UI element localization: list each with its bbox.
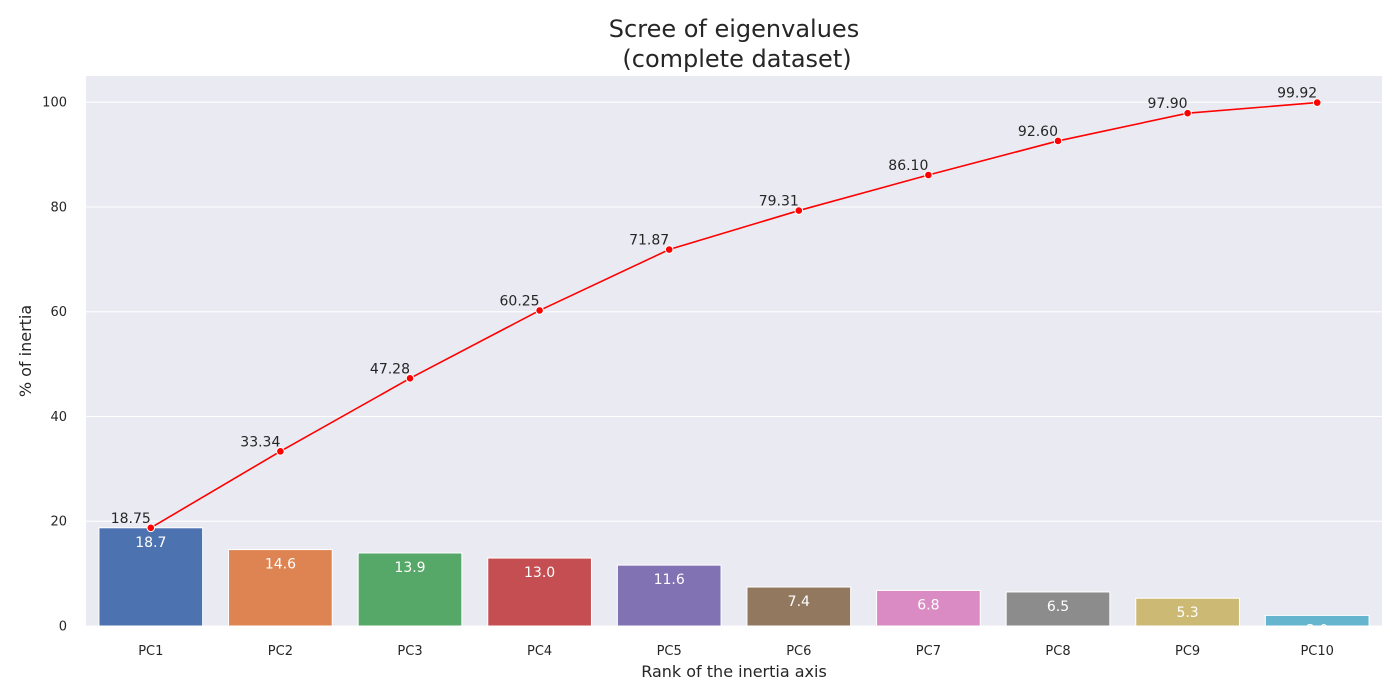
bar-pc1	[98, 527, 204, 626]
bar-label-pc5: 11.6	[654, 572, 685, 588]
cumulative-label-pc3: 47.28	[370, 361, 410, 377]
cumulative-label-pc10: 99.92	[1277, 86, 1317, 102]
x-tick-label-pc4: PC4	[527, 644, 552, 659]
cumulative-label-pc7: 86.10	[888, 158, 928, 174]
bar-label-pc3: 13.9	[394, 560, 425, 576]
cumulative-point-pc3	[405, 374, 415, 383]
bar-label-pc6: 7.4	[788, 594, 810, 610]
y-tick-label: 0	[59, 620, 67, 635]
cumulative-point-pc9	[1183, 108, 1192, 118]
cumulative-label-pc6: 79.31	[759, 194, 799, 210]
bar-pc6	[746, 586, 852, 626]
cumulative-inertia-line	[150, 101, 1318, 529]
x-tick-label-pc8: PC8	[1045, 644, 1070, 659]
cumulative-point-pc5	[664, 245, 674, 254]
cumulative-value-labels: 18.75 33.34 47.28 60.25 71.87 79.31 86.10 92.60…	[111, 86, 1317, 527]
y-tick-label: 40	[50, 410, 67, 425]
y-tick-label: 80	[50, 200, 67, 215]
y-tick-label: 60	[50, 305, 67, 320]
cumulative-point-pc2	[276, 447, 285, 456]
x-tick-label-pc1: PC1	[138, 644, 163, 659]
x-tick-label-pc9: PC9	[1175, 644, 1200, 659]
chart-title-line-1: Scree of eigenvalues	[609, 15, 859, 43]
cumulative-point-pc8	[1053, 136, 1063, 146]
y-tick-label: 100	[42, 96, 67, 111]
x-tick-label-pc10: PC10	[1300, 644, 1333, 659]
cumulative-point-pc6	[794, 206, 804, 215]
bar-label-pc1: 18.7	[135, 535, 166, 551]
inertia-bars	[98, 527, 1370, 626]
cumulative-point-pc4	[535, 306, 544, 315]
bar-pc2	[228, 549, 333, 626]
chart-title-line-2: (complete dataset)	[622, 45, 851, 73]
bar-pc3	[357, 552, 463, 626]
y-axis-label: % of inertia	[16, 305, 35, 397]
cumulative-label-pc9: 97.90	[1148, 96, 1188, 112]
cumulative-point-pc10	[1312, 98, 1322, 107]
cumulative-label-pc1: 18.75	[111, 511, 151, 527]
x-tick-label-pc2: PC2	[268, 644, 293, 659]
cumulative-line	[146, 98, 1322, 533]
cumulative-label-pc4: 60.25	[500, 293, 540, 309]
cumulative-label-pc5: 71.87	[629, 233, 669, 249]
bar-value-labels: 18.7 14.6 13.9 13.0 11.6 7.4 6.8 6.5 5.3 2.0	[135, 535, 1328, 638]
x-tick-label-pc6: PC6	[786, 644, 811, 659]
bar-label-pc10: 2.0	[1306, 622, 1328, 638]
cumulative-label-pc8: 92.60	[1018, 124, 1058, 140]
cumulative-label-pc2: 33.34	[240, 434, 280, 450]
x-tick-label-pc5: PC5	[657, 644, 682, 659]
bar-pc7	[876, 589, 981, 626]
bar-pc9	[1135, 597, 1240, 626]
bar-pc5	[616, 564, 722, 626]
bar-pc8	[1005, 591, 1111, 626]
x-axis-label: Rank of the inertia axis	[641, 662, 827, 681]
bar-label-pc2: 14.6	[265, 557, 296, 573]
cumulative-point-pc7	[924, 170, 933, 180]
bar-label-pc4: 13.0	[524, 565, 555, 581]
bar-pc4	[487, 557, 592, 626]
cumulative-point-pc1	[146, 523, 156, 533]
x-tick-label-pc3: PC3	[397, 644, 422, 659]
x-axis-ticks: PC1 PC2 PC3 PC4 PC5 PC6 PC7 PC8 PC9 PC10	[138, 644, 1334, 659]
bar-label-pc9: 5.3	[1176, 605, 1198, 621]
y-axis-ticks: 0 20 40 60 80 100	[42, 96, 67, 635]
x-tick-label-pc7: PC7	[916, 644, 941, 659]
bar-label-pc8: 6.5	[1047, 599, 1069, 615]
bar-label-pc7: 6.8	[917, 597, 939, 613]
plot-area	[86, 76, 1382, 626]
bar-pc10	[1264, 614, 1370, 626]
y-tick-label: 20	[50, 515, 67, 530]
